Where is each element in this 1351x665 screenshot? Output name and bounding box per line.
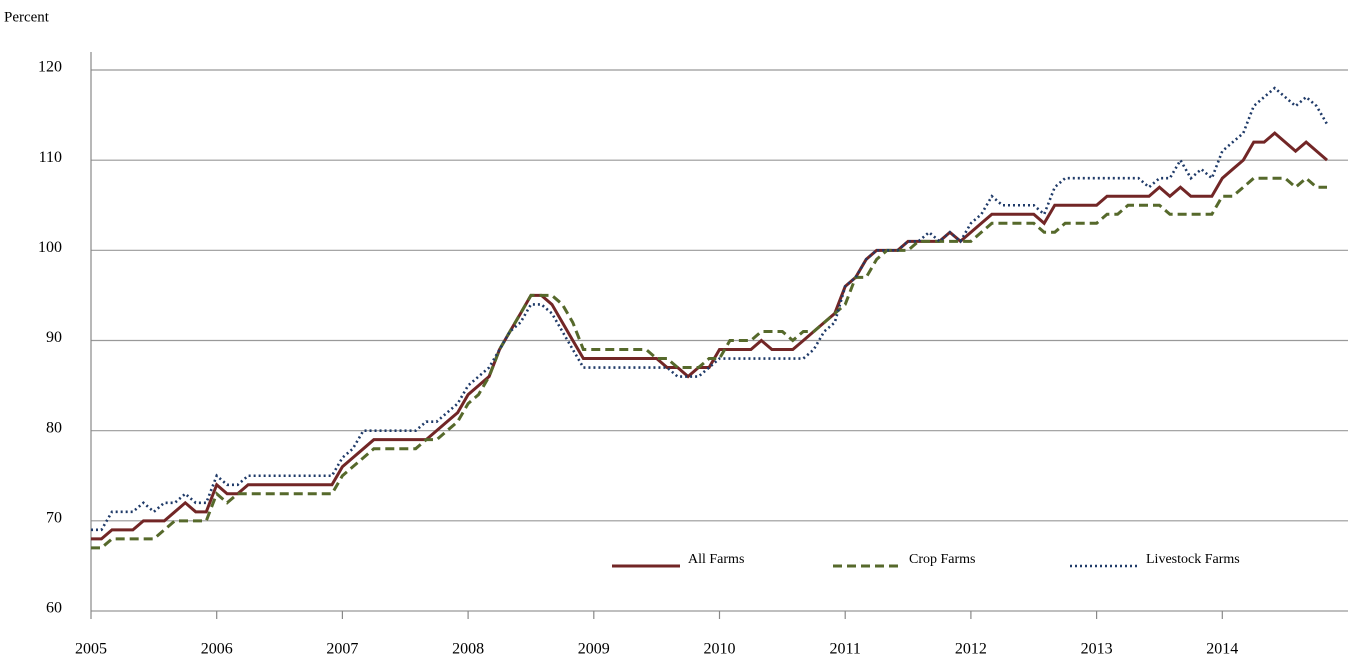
x-tick-label: 2006: [201, 641, 233, 658]
y-tick-label: 120: [38, 59, 62, 76]
x-tick-label: 2013: [1081, 641, 1113, 658]
y-tick-label: 100: [38, 239, 62, 256]
x-tick-label: 2007: [326, 641, 358, 658]
y-tick-label: 60: [46, 600, 62, 617]
series-line: [91, 176, 1328, 550]
x-tick-label: 2005: [75, 641, 107, 658]
legend-label: All Farms: [688, 552, 744, 567]
y-tick-label: 70: [46, 510, 62, 527]
y-tick-label: 90: [46, 329, 62, 346]
x-tick-label: 2010: [704, 641, 736, 658]
legend-label: Livestock Farms: [1146, 552, 1240, 567]
x-tick-label: 2011: [829, 641, 860, 658]
y-tick-label: 110: [39, 149, 62, 166]
x-tick-label: 2014: [1206, 641, 1238, 658]
x-tick-label: 2009: [578, 641, 610, 658]
series-line: [91, 86, 1329, 532]
y-tick-label: 80: [46, 419, 62, 436]
y-axis-label: Percent: [4, 9, 50, 25]
x-tick-label: 2012: [955, 641, 987, 658]
series-line: [91, 131, 1328, 541]
x-tick-label: 2008: [452, 641, 484, 658]
legend-label: Crop Farms: [909, 552, 976, 567]
